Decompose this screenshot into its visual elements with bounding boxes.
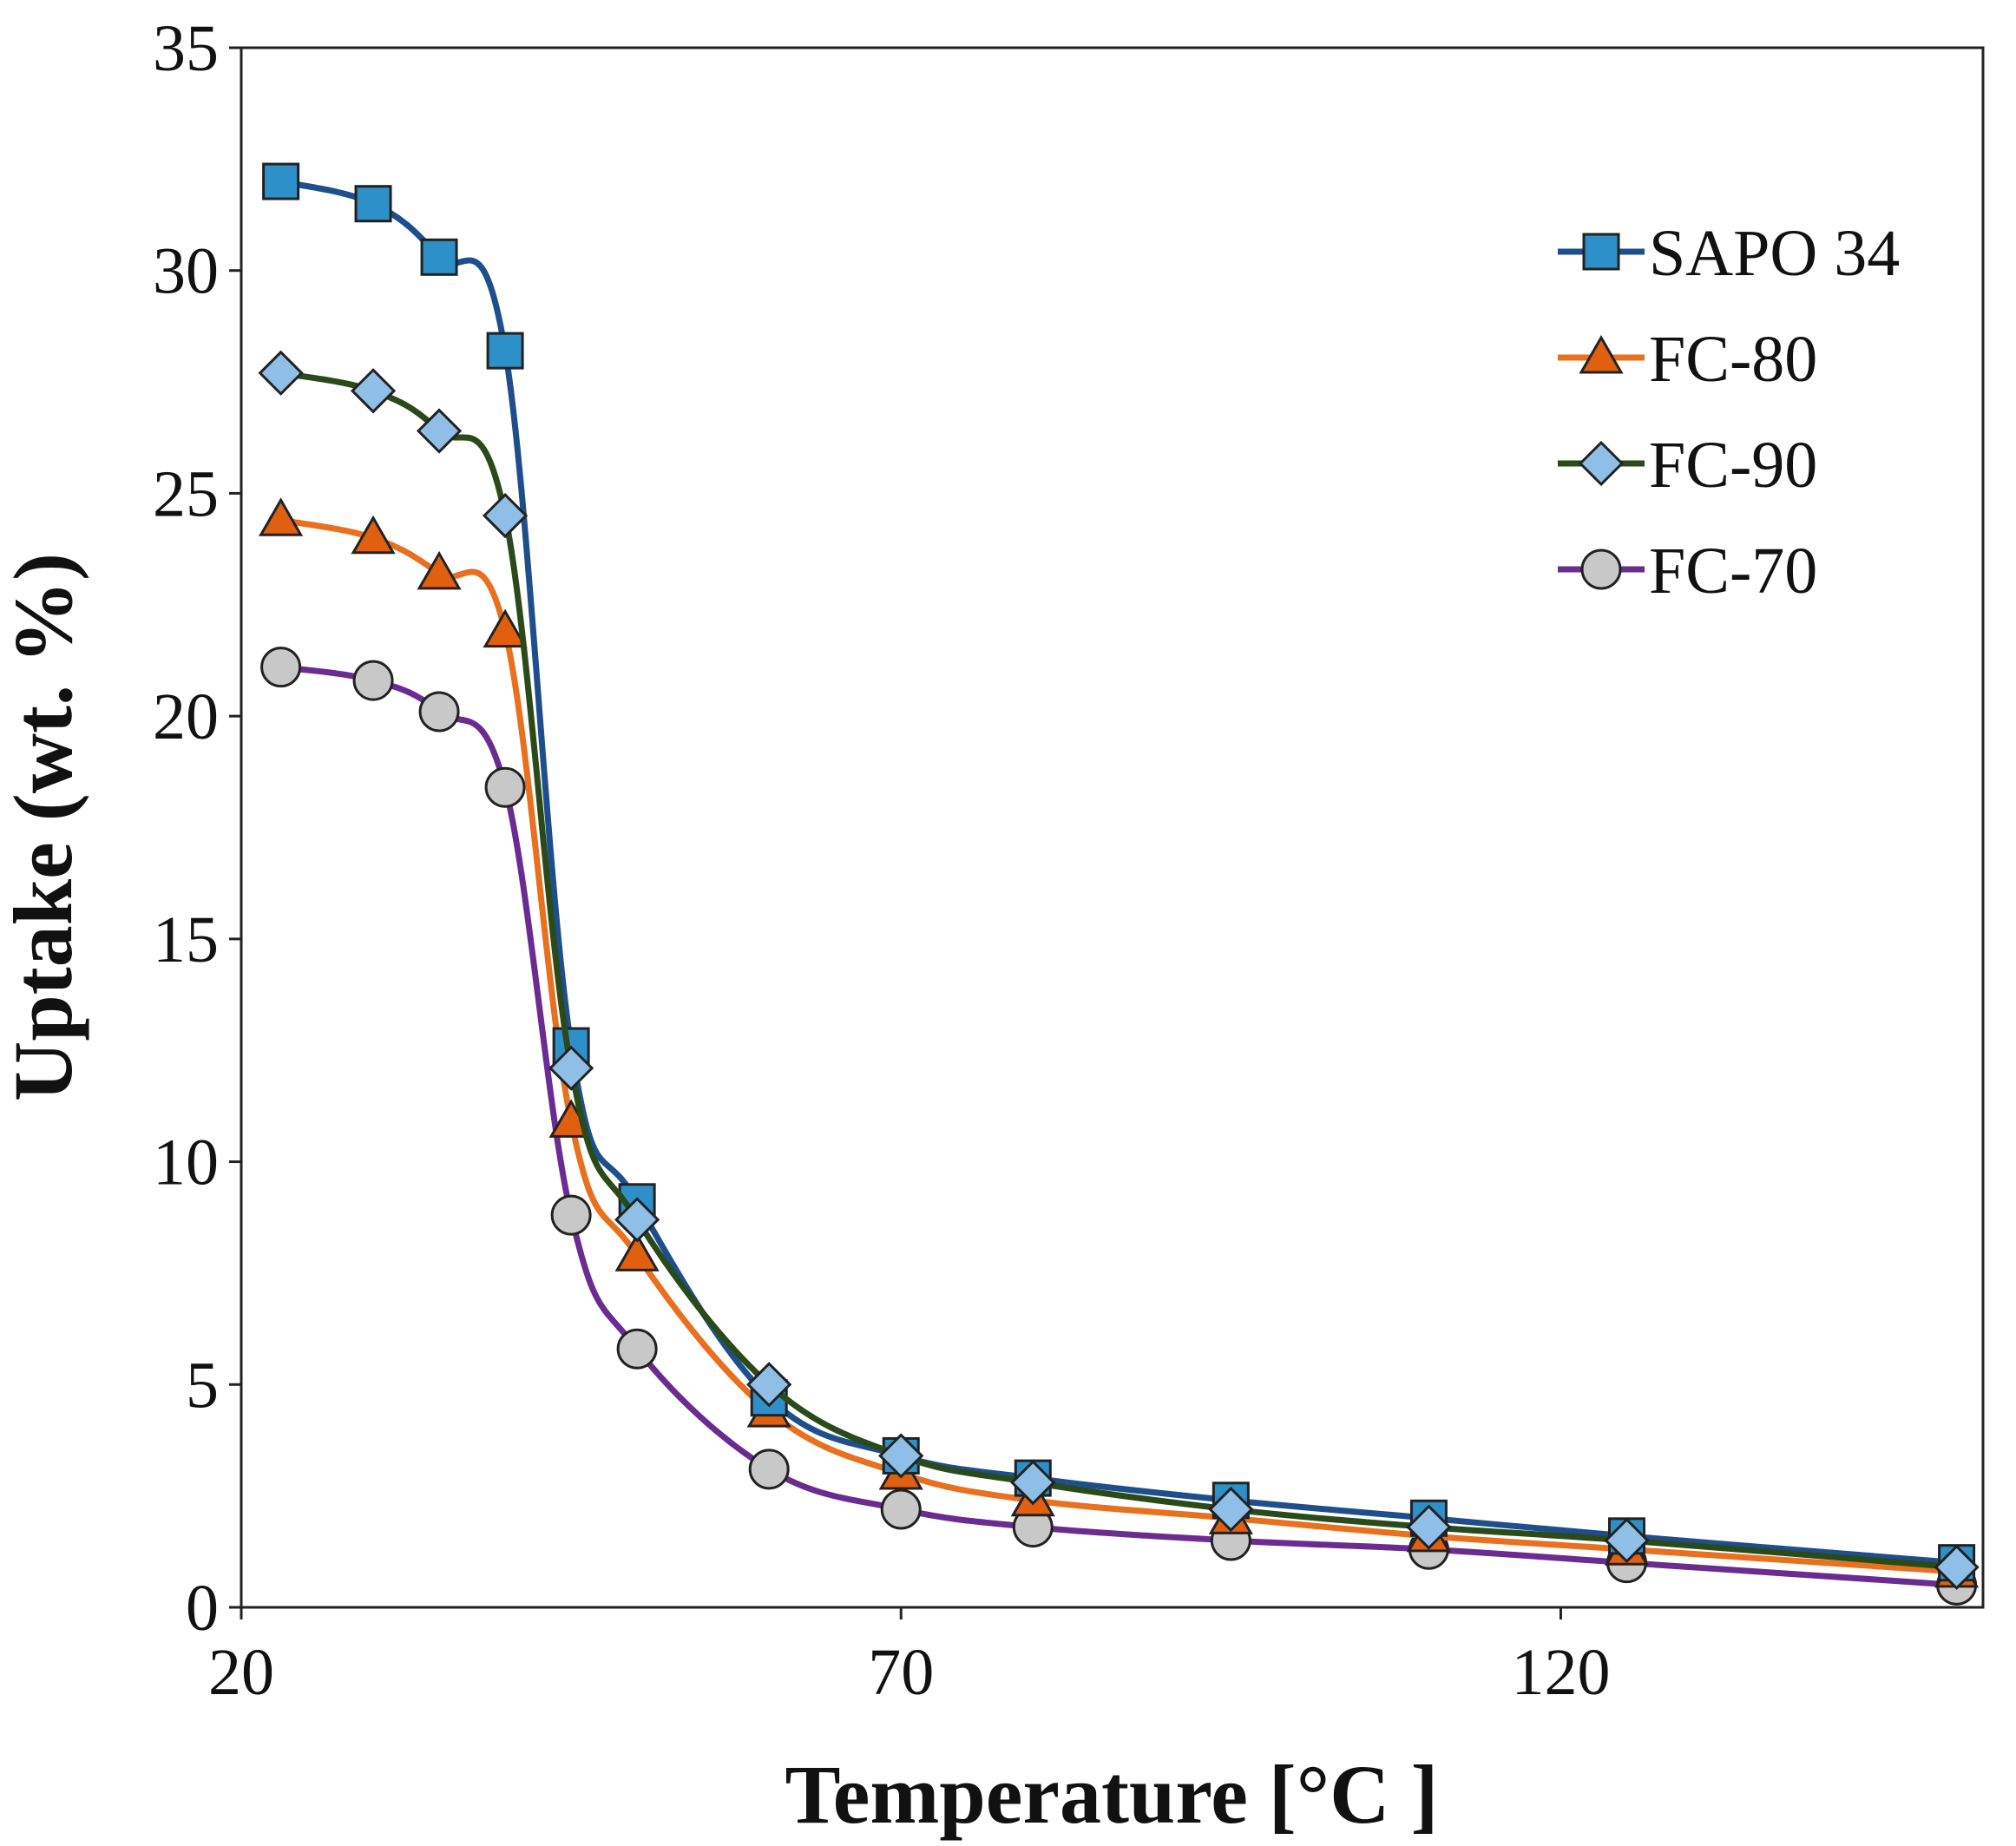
- data-point-fc-70: [880, 1488, 922, 1530]
- legend-item-fc-90: FC-90: [1558, 429, 1817, 502]
- y-tick-label: 25: [153, 457, 219, 530]
- data-point-fc-90: [416, 408, 463, 454]
- data-point-fc-80: [483, 608, 528, 648]
- data-point-fc-90: [614, 1197, 660, 1243]
- data-point-fc-90: [548, 1045, 594, 1091]
- y-tick-label: 5: [186, 1349, 219, 1422]
- data-point-fc-90: [1406, 1504, 1452, 1550]
- data-point-fc-70: [418, 691, 460, 732]
- series-line-sapo-34: [279, 178, 1957, 1567]
- x-tick-label: 120: [1511, 1636, 1610, 1709]
- data-point-fc-90: [1934, 1544, 1980, 1590]
- data-point-fc-80: [351, 515, 396, 555]
- legend-item-fc-80: FC-80: [1558, 323, 1817, 396]
- data-point-sapo-34: [354, 185, 392, 223]
- y-tick-label: 35: [153, 12, 219, 85]
- y-tick-label: 0: [186, 1572, 219, 1645]
- legend-marker: [1582, 233, 1620, 271]
- x-axis-title: Temperature [°C ]: [785, 1748, 1439, 1841]
- y-tick-label: 30: [153, 235, 219, 308]
- series-line-fc-70: [280, 664, 1957, 1588]
- data-point-fc-90: [1604, 1517, 1650, 1564]
- series-layer: [258, 162, 1980, 1606]
- data-point-sapo-34: [420, 238, 458, 276]
- x-tick-label: 70: [868, 1636, 934, 1709]
- data-point-fc-80: [259, 497, 304, 536]
- y-tick-label: 15: [153, 903, 219, 976]
- y-tick-label: 20: [153, 680, 219, 753]
- legend-item-sapo-34: SAPO 34: [1558, 217, 1900, 290]
- legend-label: FC-90: [1649, 429, 1817, 502]
- data-point-fc-70: [260, 647, 302, 688]
- data-point-sapo-34: [262, 162, 300, 200]
- legend-marker: [1580, 549, 1622, 590]
- data-point-fc-70: [484, 766, 526, 808]
- legend-label: FC-70: [1649, 535, 1817, 608]
- y-axis-title: Uptake (wt. %): [0, 553, 89, 1101]
- data-point-fc-70: [616, 1328, 658, 1370]
- x-tick-label: 20: [208, 1636, 274, 1709]
- legend-marker: [1578, 440, 1625, 487]
- data-point-sapo-34: [486, 332, 524, 370]
- data-point-fc-80: [417, 550, 462, 590]
- legend-marker: [1579, 334, 1624, 374]
- data-point-fc-90: [482, 492, 529, 539]
- data-point-fc-90: [1010, 1460, 1056, 1506]
- data-point-fc-80: [614, 1232, 660, 1271]
- legend-label: SAPO 34: [1649, 217, 1900, 290]
- data-point-fc-90: [350, 368, 397, 414]
- legend-item-fc-70: FC-70: [1558, 535, 1817, 608]
- y-tick-label: 10: [153, 1127, 219, 1199]
- axes: 0 5 10 15 20 25 30 35 20 70 120: [153, 12, 1610, 1709]
- legend: SAPO 34 FC-80 FC-90 FC-70: [1558, 217, 1900, 608]
- data-point-fc-70: [352, 660, 394, 701]
- data-point-fc-70: [748, 1449, 790, 1490]
- data-point-fc-70: [550, 1194, 592, 1236]
- data-point-fc-90: [258, 350, 304, 396]
- data-point-fc-90: [746, 1362, 792, 1408]
- series-fc-90: [258, 350, 1980, 1590]
- data-point-fc-90: [1208, 1486, 1254, 1533]
- legend-label: FC-80: [1649, 323, 1817, 396]
- data-point-fc-90: [878, 1433, 924, 1479]
